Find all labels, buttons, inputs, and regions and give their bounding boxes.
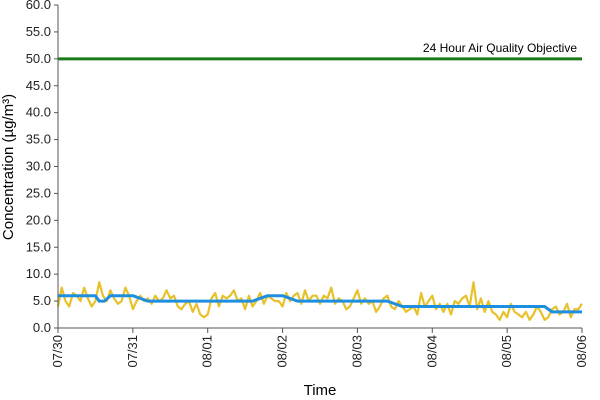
- y-tick-label: 60.0: [26, 0, 51, 12]
- y-axis-ticks: 0.0 5.0 10.0 15.0 20.0 25.0 30.0 35.0 40.0 45.0 50…: [26, 0, 58, 335]
- y-tick-label: 35.0: [26, 132, 51, 147]
- x-axis-ticks: 07/30 07/31 08/01 08/02 08/03 08/04 08/05 08/06: [50, 328, 589, 368]
- chart-marks: [56, 57, 583, 321]
- x-tick-label: 08/06: [574, 335, 589, 368]
- y-tick-label: 5.0: [33, 293, 51, 308]
- y-tick-label: 10.0: [26, 266, 51, 281]
- x-axis-title: Time: [304, 382, 337, 399]
- x-tick-label: 07/31: [125, 335, 140, 368]
- y-tick-label: 0.0: [33, 320, 51, 335]
- x-tick-label: 08/04: [424, 335, 439, 368]
- y-tick-label: 15.0: [26, 239, 51, 254]
- x-tick-label: 08/02: [275, 335, 290, 368]
- y-tick-label: 55.0: [26, 24, 51, 39]
- y-axis-title: Concentration (µg/m³): [0, 94, 17, 240]
- y-tick-label: 40.0: [26, 105, 51, 120]
- x-tick-label: 07/30: [50, 335, 65, 368]
- x-tick-label: 08/01: [200, 335, 215, 368]
- y-tick-label: 50.0: [26, 51, 51, 66]
- running-average-line: [58, 294, 582, 314]
- y-tick-label: 20.0: [26, 212, 51, 227]
- x-tick-label: 08/03: [349, 335, 364, 368]
- objective-annotation: 24 Hour Air Quality Objective: [423, 41, 577, 55]
- y-tick-label: 45.0: [26, 78, 51, 93]
- y-tick-label: 25.0: [26, 185, 51, 200]
- y-tick-label: 30.0: [26, 159, 51, 174]
- x-tick-label: 08/05: [499, 335, 514, 368]
